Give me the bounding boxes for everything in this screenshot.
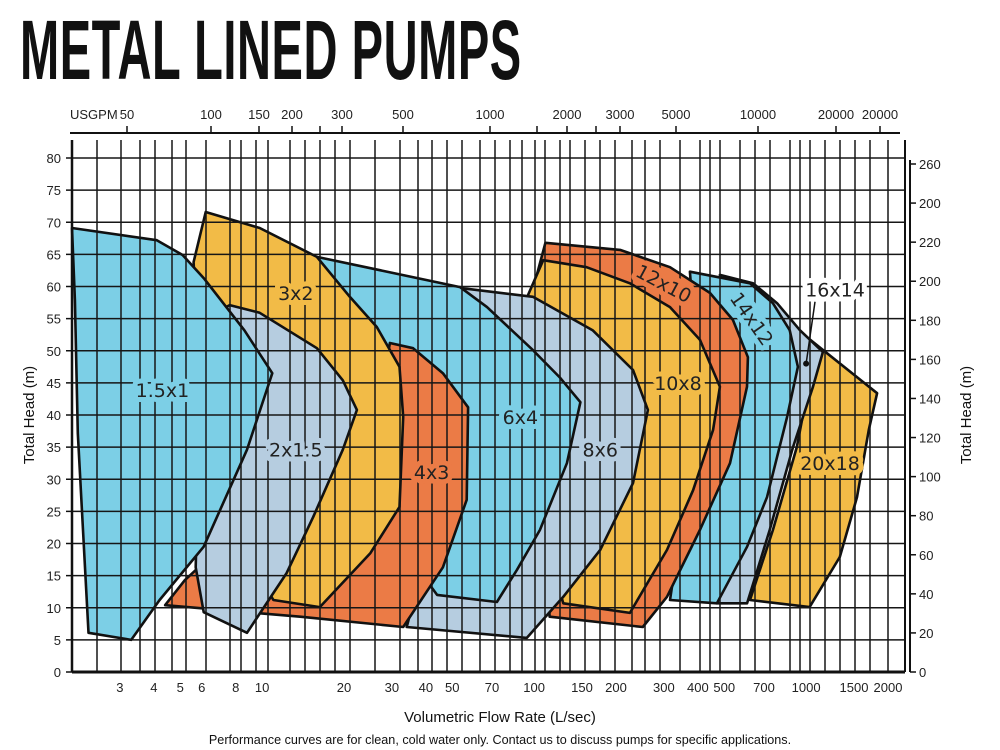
y-right-tick-label: 260 xyxy=(919,157,941,172)
top-tick-label: 5000 xyxy=(662,107,691,122)
x-tick-label: 6 xyxy=(198,680,205,695)
top-tick-label: 200 xyxy=(281,107,303,122)
y-tick-label: 35 xyxy=(47,440,61,455)
x-axis-title: Volumetric Flow Rate (L/sec) xyxy=(404,709,596,726)
y-right-tick-label: 200 xyxy=(919,274,941,289)
x-tick-label: 300 xyxy=(653,680,675,695)
x-tick-label: 100 xyxy=(523,680,545,695)
y-tick-label: 60 xyxy=(47,280,61,295)
x-tick-label: 200 xyxy=(605,680,627,695)
y-tick-label: 10 xyxy=(47,601,61,616)
x-tick-label: 500 xyxy=(713,680,735,695)
y-tick-label: 25 xyxy=(47,504,61,519)
pump-label-1.5x1: 1.5x1 xyxy=(136,380,190,402)
top-tick-label: 150 xyxy=(248,107,270,122)
y-right-tick-label: 20 xyxy=(919,626,933,641)
x-tick-label: 70 xyxy=(485,680,499,695)
page-title: METAL LINED PUMPS xyxy=(20,3,522,97)
y-tick-label: 40 xyxy=(47,408,61,423)
x-tick-label: 4 xyxy=(150,680,157,695)
top-tick-label: 20000 xyxy=(818,107,854,122)
top-tick-label: 50 xyxy=(120,107,134,122)
pump-label-2x1.5: 2x1.5 xyxy=(269,440,323,462)
x-tick-label: 1500 xyxy=(840,680,869,695)
top-tick-label: 1000 xyxy=(476,107,505,122)
y-axis-title-left: Total Head (m) xyxy=(21,366,38,464)
y-tick-label: 30 xyxy=(47,472,61,487)
x-tick-label: 30 xyxy=(385,680,399,695)
x-tick-label: 700 xyxy=(753,680,775,695)
pump-label-3x2: 3x2 xyxy=(278,283,313,305)
y-tick-label: 20 xyxy=(47,537,61,552)
y-right-tick-label: 220 xyxy=(919,235,941,250)
pump-label-16x14: 16x14 xyxy=(805,280,865,302)
y-tick-label: 75 xyxy=(47,183,61,198)
top-tick-label: 2000 xyxy=(553,107,582,122)
x-tick-label: 8 xyxy=(232,680,239,695)
label-pointer-dot xyxy=(803,360,810,367)
y-tick-label: 45 xyxy=(47,376,61,391)
x-tick-label: 50 xyxy=(445,680,459,695)
top-tick-label: 100 xyxy=(200,107,222,122)
x-tick-label: 150 xyxy=(571,680,593,695)
y-axis-title-right: Total Head (m) xyxy=(958,366,975,464)
label-pointer-line xyxy=(805,301,816,364)
y-right-tick-label: 120 xyxy=(919,431,941,446)
top-tick-label: 10000 xyxy=(740,107,776,122)
y-right-tick-label: 60 xyxy=(919,548,933,563)
y-right-tick-label: 40 xyxy=(919,587,933,602)
top-tick-label: 3000 xyxy=(606,107,635,122)
y-tick-label: 55 xyxy=(47,312,61,327)
pump-label-6x4: 6x4 xyxy=(503,407,538,429)
y-tick-label: 80 xyxy=(47,151,61,166)
pump-label-8x6: 8x6 xyxy=(583,440,618,462)
x-tick-label: 1000 xyxy=(792,680,821,695)
y-right-tick-label: 200 xyxy=(919,196,941,211)
pump-label-10x8: 10x8 xyxy=(654,373,702,395)
y-right-tick-label: 80 xyxy=(919,509,933,524)
x-tick-label: 10 xyxy=(255,680,269,695)
x-tick-label: 3 xyxy=(116,680,123,695)
grid-lines xyxy=(72,140,905,672)
x-tick-label: 2000 xyxy=(874,680,903,695)
footnote: Performance curves are for clean, cold w… xyxy=(208,732,792,747)
pump-label-20x18: 20x18 xyxy=(800,453,860,475)
y-tick-label: 5 xyxy=(54,633,61,648)
y-tick-label: 50 xyxy=(47,344,61,359)
y-right-tick-label: 180 xyxy=(919,313,941,328)
y-tick-label: 70 xyxy=(47,215,61,230)
top-tick-label: 20000 xyxy=(862,107,898,122)
x-tick-label: 400 xyxy=(687,680,709,695)
y-tick-label: 15 xyxy=(47,569,61,584)
x-tick-label: 5 xyxy=(177,680,184,695)
x-tick-label: 20 xyxy=(337,680,351,695)
y-right-tick-label: 160 xyxy=(919,352,941,367)
top-axis-unit-label: USGPM xyxy=(70,107,118,122)
top-tick-label: 500 xyxy=(392,107,414,122)
y-right-tick-label: 140 xyxy=(919,391,941,406)
pump-label-4x3: 4x3 xyxy=(414,462,449,484)
y-tick-label: 0 xyxy=(54,665,61,680)
x-tick-label: 40 xyxy=(419,680,433,695)
y-right-tick-label: 0 xyxy=(919,665,926,680)
y-tick-label: 65 xyxy=(47,247,61,262)
top-tick-label: 300 xyxy=(331,107,353,122)
y-right-tick-label: 100 xyxy=(919,470,941,485)
